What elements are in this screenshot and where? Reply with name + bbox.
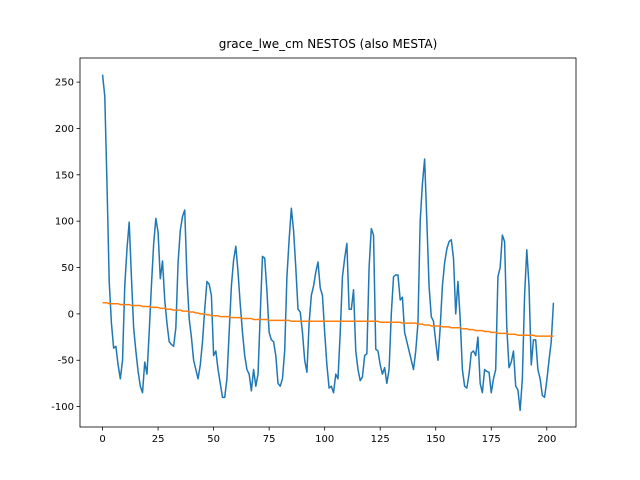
y-tick-label: 200 — [55, 124, 74, 135]
x-tick-label: 0 — [99, 434, 105, 445]
y-tick-label: 100 — [55, 217, 74, 228]
y-tick-label: 50 — [61, 263, 74, 274]
y-tick-label: -100 — [51, 402, 74, 413]
x-tick-label: 50 — [207, 434, 220, 445]
y-tick-label: 150 — [55, 170, 74, 181]
x-tick-label: 200 — [537, 434, 556, 445]
y-tick-label: -50 — [58, 356, 74, 367]
y-tick-label: 0 — [68, 309, 74, 320]
x-tick-label: 100 — [315, 434, 334, 445]
x-tick-label: 25 — [152, 434, 165, 445]
chart-title: grace_lwe_cm NESTOS (also MESTA) — [219, 37, 438, 51]
x-tick-label: 125 — [371, 434, 390, 445]
x-tick-label: 175 — [482, 434, 501, 445]
x-tick-label: 150 — [426, 434, 445, 445]
x-tick-label: 75 — [263, 434, 276, 445]
line-series — [102, 302, 554, 337]
y-tick-label: 250 — [55, 78, 74, 89]
plot-frame — [79, 57, 577, 428]
line-series — [101, 74, 555, 412]
